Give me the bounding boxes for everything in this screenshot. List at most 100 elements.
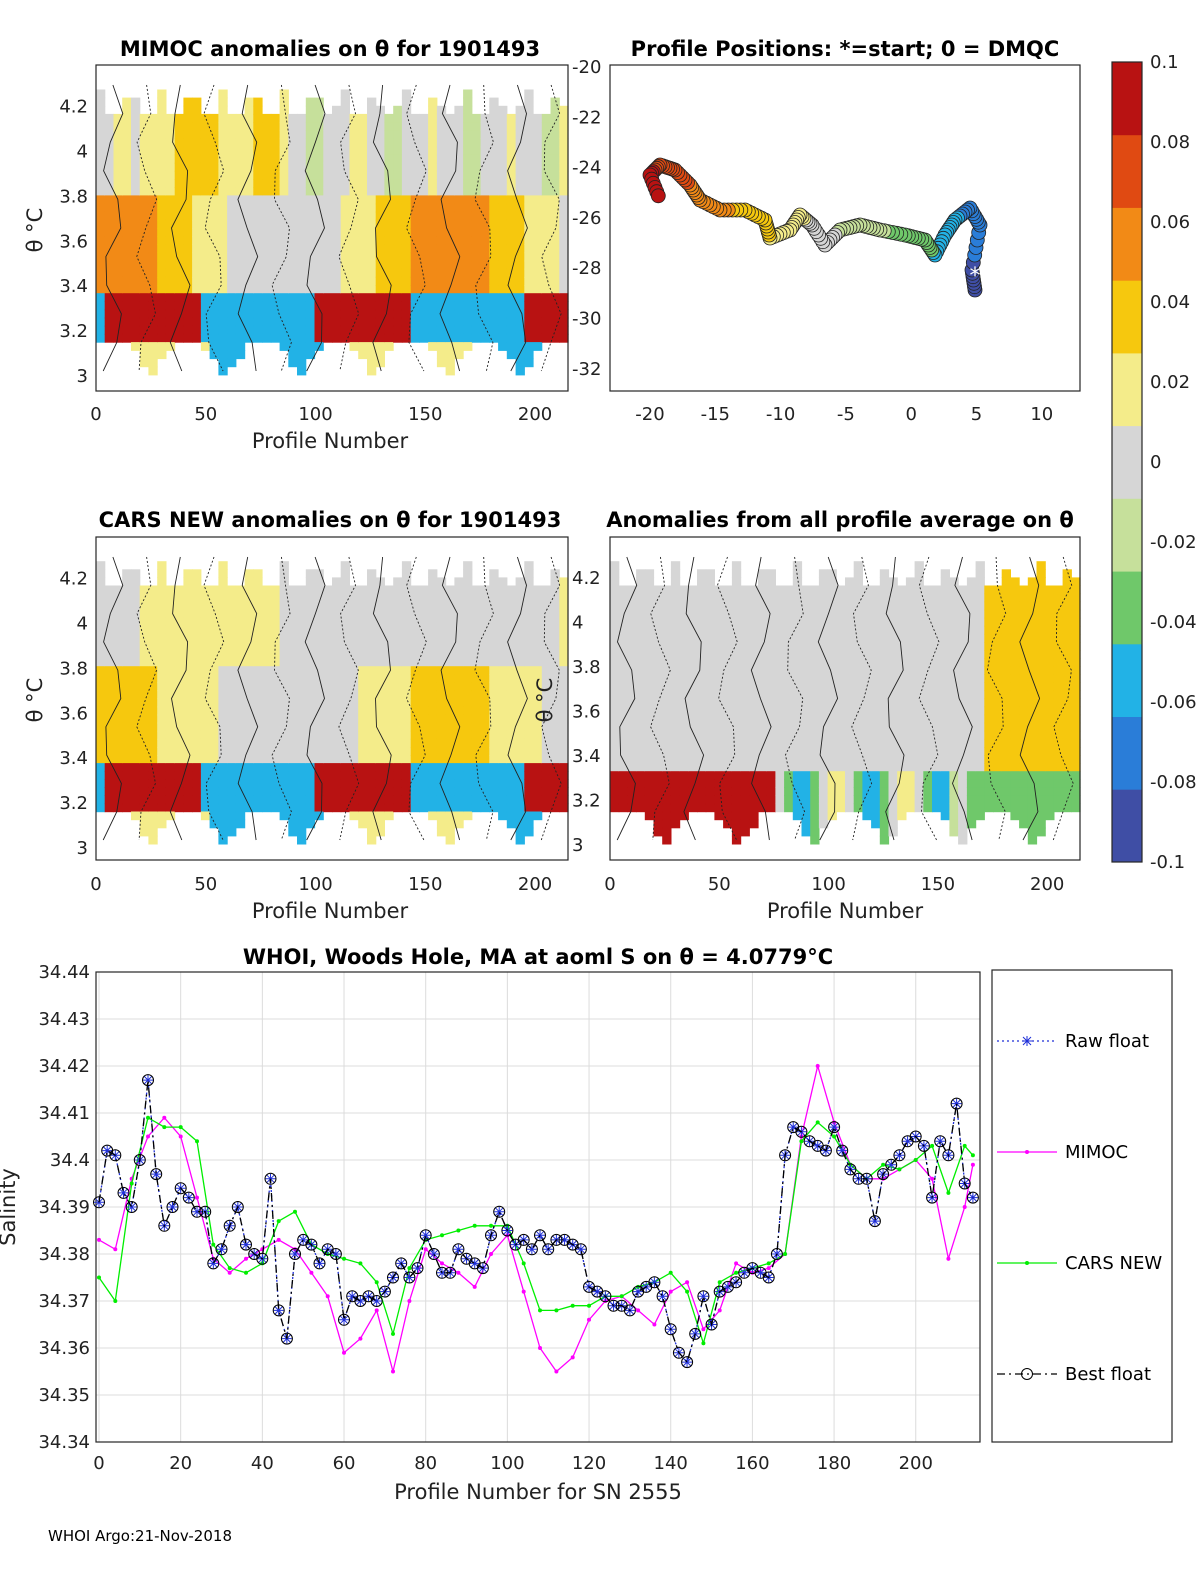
heatmap-cell bbox=[966, 795, 977, 805]
heatmap-cell bbox=[323, 601, 333, 611]
heatmap-cell bbox=[393, 268, 403, 278]
heatmap-cell bbox=[183, 690, 193, 700]
heatmap-cell bbox=[305, 325, 316, 335]
heatmap-cell bbox=[644, 593, 655, 603]
heatmap-cell bbox=[200, 755, 211, 764]
heatmap-cell bbox=[618, 738, 628, 748]
heatmap-cell bbox=[314, 97, 324, 107]
heatmap-cell bbox=[610, 722, 620, 732]
heatmap-cell bbox=[445, 203, 455, 213]
heatmap-cell bbox=[131, 803, 141, 813]
heatmap-cell bbox=[792, 795, 803, 805]
heatmap-cell bbox=[853, 674, 863, 683]
cars-xticks: 0 50 100 150 200 bbox=[90, 874, 552, 895]
heatmap-cell bbox=[932, 666, 942, 675]
heatmap-cell bbox=[480, 593, 490, 603]
heatmap-cell bbox=[471, 138, 482, 148]
heatmap-cell bbox=[670, 747, 681, 756]
heatmap-cell bbox=[262, 113, 272, 123]
heatmap-cell bbox=[428, 730, 438, 740]
heatmap-cell bbox=[218, 747, 228, 756]
heatmap-cell bbox=[131, 569, 141, 578]
heatmap-cell bbox=[836, 747, 846, 756]
heatmap-cell bbox=[445, 650, 455, 659]
heatmap-cell bbox=[218, 819, 228, 829]
heatmap-cell bbox=[323, 674, 333, 683]
heatmap-cell bbox=[775, 666, 785, 675]
heatmap-cell bbox=[384, 803, 394, 813]
heatmap-cell bbox=[244, 130, 254, 139]
heatmap-cell bbox=[428, 633, 438, 643]
heatmap-cell bbox=[498, 276, 508, 286]
heatmap-cell bbox=[984, 738, 994, 748]
heatmap-cell bbox=[627, 690, 637, 700]
heatmap-cell bbox=[393, 722, 403, 732]
heatmap-cell bbox=[314, 722, 324, 732]
heatmap-cell bbox=[559, 714, 569, 724]
heatmap-cell bbox=[253, 771, 263, 780]
heatmap-cell bbox=[679, 706, 689, 716]
heatmap-cell bbox=[200, 113, 211, 123]
heatmap-cell bbox=[332, 333, 342, 343]
heatmap-cell bbox=[401, 105, 412, 115]
heatmap-cell bbox=[218, 811, 228, 821]
heatmap-cell bbox=[297, 358, 307, 368]
heatmap-cell bbox=[358, 730, 368, 740]
heatmap-cell bbox=[253, 244, 263, 254]
heatmap-cell bbox=[375, 333, 385, 343]
heatmap-cell bbox=[349, 130, 359, 139]
heatmap-cell bbox=[419, 268, 429, 278]
heatmap-cell bbox=[1019, 819, 1029, 829]
heatmap-cell bbox=[165, 325, 176, 335]
heatmap-cell bbox=[235, 170, 246, 180]
heatmap-cell bbox=[122, 97, 132, 107]
heatmap-cell bbox=[627, 779, 637, 788]
heatmap-cell bbox=[940, 763, 950, 772]
heatmap-cell bbox=[923, 609, 933, 619]
heatmap-cell bbox=[148, 642, 158, 651]
heatmap-cell bbox=[480, 309, 490, 319]
heatmap-cell bbox=[471, 260, 482, 270]
heatmap-cell bbox=[192, 650, 202, 659]
heatmap-cell bbox=[419, 122, 429, 131]
heatmap-cell bbox=[498, 293, 508, 302]
heatmap-cell bbox=[697, 633, 707, 643]
heatmap-cell bbox=[279, 293, 289, 302]
heatmap-cell bbox=[270, 706, 281, 716]
heatmap-cell bbox=[627, 722, 637, 732]
heatmap-cell bbox=[662, 730, 672, 740]
heatmap-cell bbox=[305, 803, 316, 813]
heatmap-cell bbox=[122, 317, 132, 327]
heatmap-cell bbox=[262, 268, 272, 278]
heatmap-cell bbox=[192, 593, 202, 603]
heatmap-cell bbox=[157, 771, 167, 780]
heatmap-cell bbox=[610, 585, 620, 595]
heatmap-cell bbox=[253, 698, 263, 708]
heatmap-cell bbox=[384, 138, 394, 148]
heatmap-cell bbox=[367, 787, 377, 796]
heatmap-cell bbox=[148, 827, 158, 837]
heatmap-cell bbox=[428, 609, 438, 619]
heatmap-cell bbox=[905, 585, 916, 595]
heatmap-cell bbox=[489, 244, 499, 254]
heatmap-cell bbox=[679, 698, 689, 708]
heatmap-cell bbox=[471, 244, 482, 254]
heatmap-cell bbox=[1019, 698, 1029, 708]
heatmap-cell bbox=[506, 236, 517, 245]
heatmap-cell bbox=[165, 154, 176, 164]
heatmap-cell bbox=[463, 236, 473, 245]
heatmap-cell bbox=[157, 585, 167, 595]
heatmap-cell bbox=[419, 179, 429, 188]
heatmap-cell bbox=[270, 787, 281, 796]
heatmap-cell bbox=[305, 317, 316, 327]
heatmap-cell bbox=[966, 593, 977, 603]
heatmap-cell bbox=[314, 650, 324, 659]
heatmap-cell bbox=[200, 325, 211, 335]
heatmap-cell bbox=[122, 593, 132, 603]
xtick-label: 50 bbox=[194, 874, 217, 895]
heatmap-cell bbox=[340, 195, 350, 205]
heatmap-cell bbox=[644, 779, 655, 788]
heatmap-cell bbox=[218, 333, 228, 343]
heatmap-cell bbox=[314, 714, 324, 724]
heatmap-cell bbox=[393, 162, 403, 172]
